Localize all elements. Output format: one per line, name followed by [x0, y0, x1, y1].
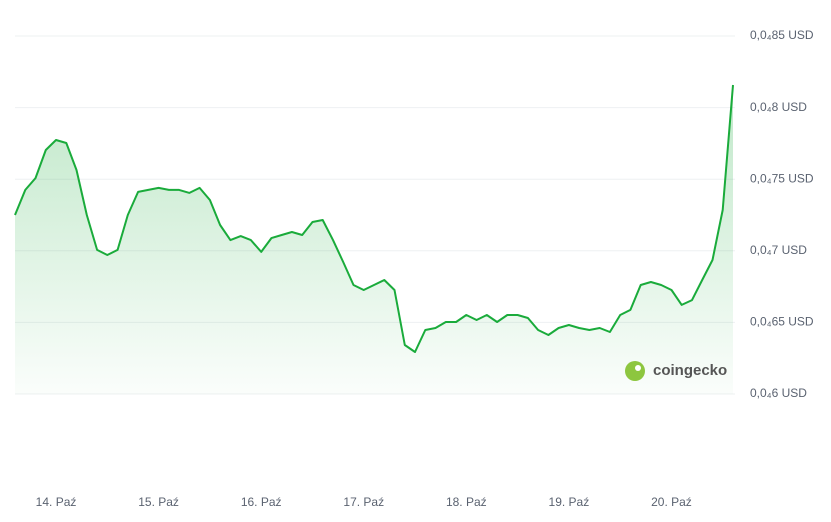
y-tick-label: 0,0₄8 USD — [750, 100, 807, 114]
watermark-text: coingecko — [653, 362, 727, 379]
x-tick-label: 15. Paź — [138, 495, 179, 509]
price-line — [14, 84, 734, 353]
y-tick-label: 0,0₄7 USD — [750, 243, 807, 257]
y-tick-label: 0,0₄75 USD — [750, 171, 814, 185]
x-tick-label: 18. Paź — [446, 495, 487, 509]
y-tick-label: 0,0₄6 USD — [750, 386, 807, 400]
y-tick-label: 0,0₄85 USD — [750, 28, 814, 42]
x-tick-label: 16. Paź — [241, 495, 282, 509]
x-tick-label: 20. Paź — [651, 495, 692, 509]
watermark: coingecko — [625, 361, 727, 381]
logo-eye — [635, 365, 641, 371]
x-tick-label: 17. Paź — [343, 495, 384, 509]
area — [15, 85, 733, 394]
logo — [625, 361, 645, 381]
x-tick-label: 19. Paź — [549, 495, 590, 509]
x-tick-label: 14. Paź — [36, 495, 77, 509]
y-tick-label: 0,0₄65 USD — [750, 315, 814, 329]
